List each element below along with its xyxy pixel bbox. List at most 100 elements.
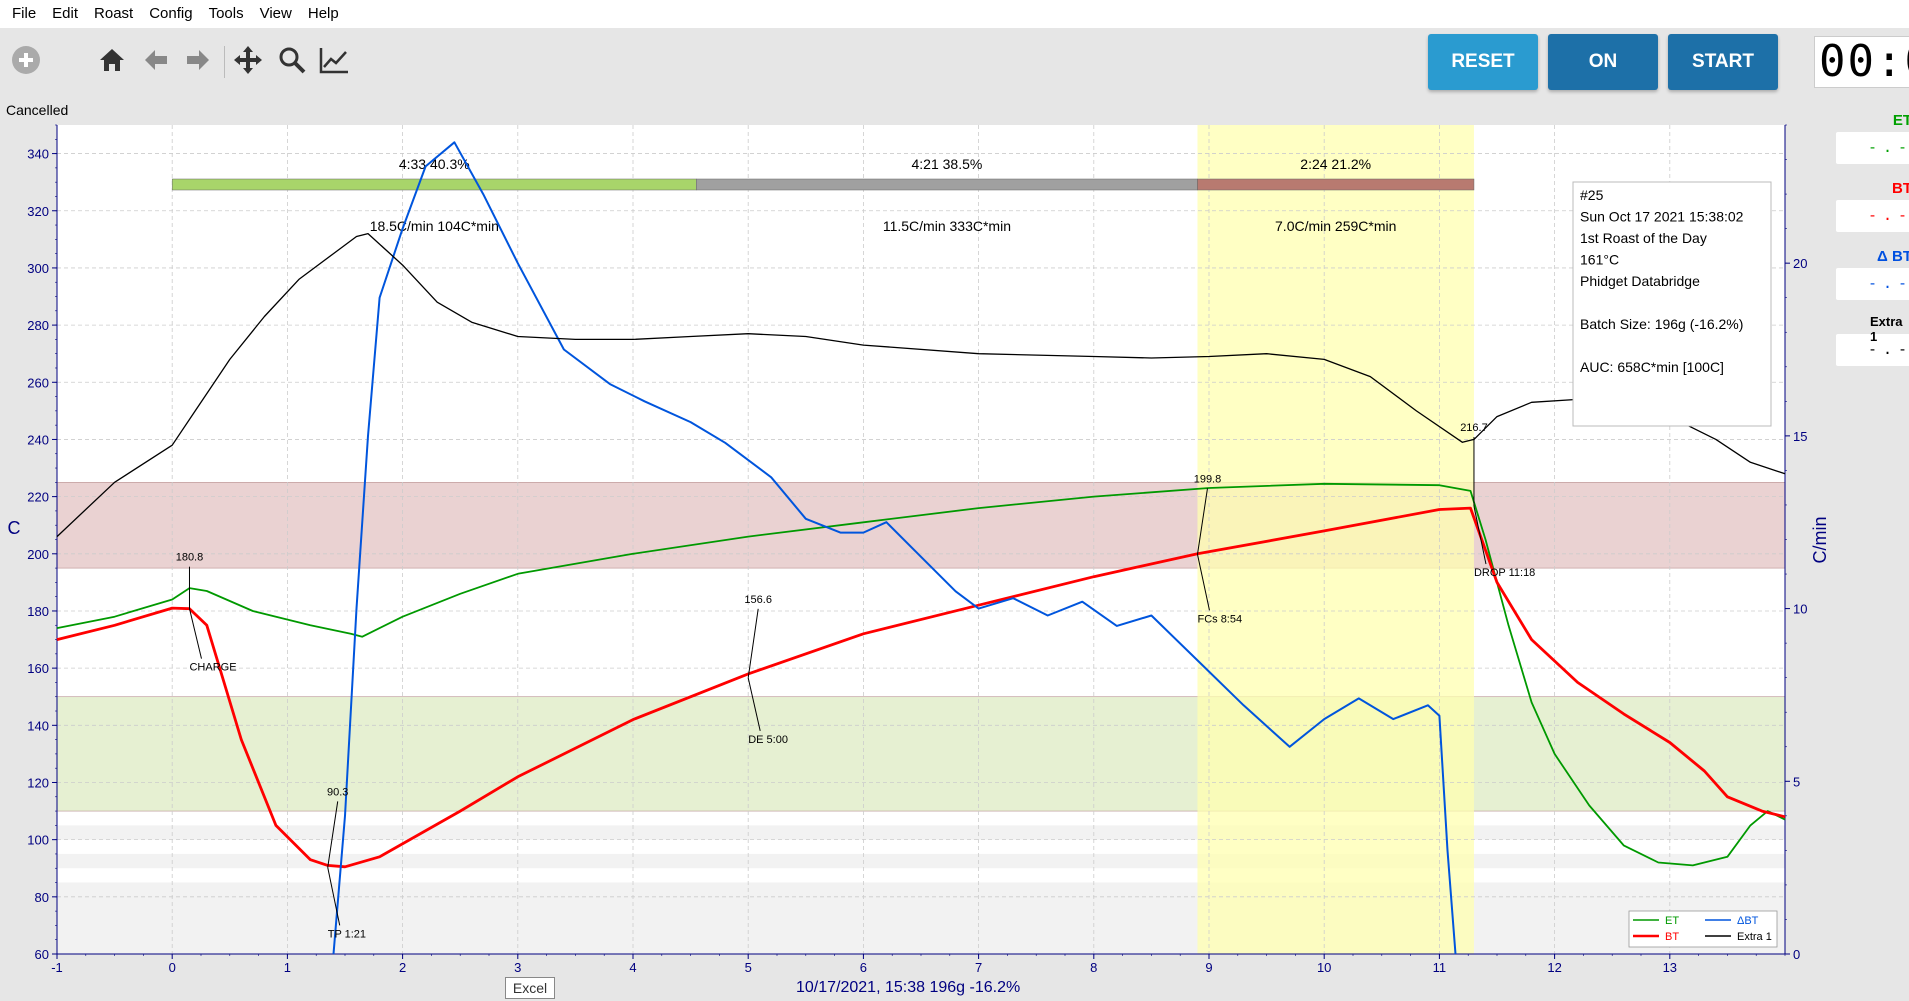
y-tick-label: 120 (27, 775, 49, 790)
pan-icon[interactable] (230, 42, 266, 78)
background-stripe (57, 825, 1785, 840)
menu-item-edit[interactable]: Edit (52, 5, 79, 22)
x-tick-label: 12 (1547, 960, 1561, 975)
roast-chart: -1 0 1 2 3 4 5 6 7 8 9 10 11 12 1360801001201401601802… (8, 124, 1830, 975)
phase-label: 4:33 40.3% (399, 156, 470, 172)
y-tick-label: 180 (27, 604, 49, 619)
info-box-line: Sun Oct 17 2021 15:38:02 (1580, 209, 1744, 225)
annotation-value: 216.7 (1460, 422, 1488, 434)
x-tick-label: 0 (169, 960, 176, 975)
phase-rate: 7.0C/min 259C*min (1275, 218, 1396, 234)
menu-item-view[interactable]: View (259, 5, 292, 22)
menu-item-file[interactable]: File (12, 5, 37, 22)
legend-label: Extra 1 (1737, 931, 1772, 943)
series-bt-line (56, 506, 1786, 869)
back-icon[interactable] (138, 42, 174, 78)
lcd-label: ET (1892, 112, 1909, 129)
annotation-value: 199.8 (1194, 473, 1222, 485)
annotation-event: DROP 11:18 (1474, 567, 1535, 579)
annotation-line (1196, 554, 1210, 611)
line-chart-icon[interactable] (316, 42, 352, 78)
phase-rate: 11.5C/min 333C*min (883, 218, 1011, 234)
phase-bar (1197, 178, 1475, 191)
y2-tick-label: 0 (1793, 947, 1800, 962)
annotation-value: 90.3 (327, 786, 348, 798)
lcd-value: -.- (1836, 334, 1909, 366)
chart-footer: 10/17/2021, 15:38 196g -16.2% (796, 979, 1021, 996)
y2-tick-label: 20 (1793, 256, 1807, 271)
x-tick-label: 4 (629, 960, 636, 975)
toolbar-separator (224, 46, 225, 78)
y-tick-label: 340 (27, 147, 49, 162)
menu-item-roast[interactable]: Roast (94, 5, 134, 22)
x-tick-label: 10 (1317, 960, 1331, 975)
y-tick-label: 60 (35, 947, 49, 962)
toolbar: RESET ON START 00:00 (0, 28, 1909, 98)
x-tick-label: 11 (1433, 960, 1447, 975)
annotation-event: DE 5:00 (748, 734, 788, 746)
annotation-event: TP 1:21 (328, 928, 366, 940)
y-tick-label: 100 (27, 833, 49, 848)
info-box-line: Batch Size: 196g (-16.2%) (1580, 316, 1743, 332)
y2-tick-label: 15 (1793, 429, 1807, 444)
legend-label: BT (1665, 931, 1679, 943)
annotation-line (327, 801, 339, 868)
info-box-line: 1st Roast of the Day (1580, 230, 1707, 246)
annotation-value: 180.8 (176, 552, 204, 564)
lcd-value: -.- (1836, 200, 1909, 232)
reset-button[interactable]: RESET (1428, 34, 1538, 90)
lcd-label: Δ BT (1877, 248, 1909, 265)
x-tick-label: -1 (51, 960, 63, 975)
phase-band (56, 696, 1786, 812)
info-box (1572, 181, 1772, 427)
lcd-bt: BT -.- (1836, 180, 1909, 232)
menu-item-tools[interactable]: Tools (208, 5, 244, 22)
x-tick-label: 8 (1090, 960, 1097, 975)
on-button[interactable]: ON (1548, 34, 1658, 90)
y-tick-label: 80 (35, 890, 49, 905)
lcd-value: -.- (1836, 132, 1909, 164)
menu-item-config[interactable]: Config (149, 5, 193, 22)
start-button[interactable]: START (1668, 34, 1778, 90)
x-tick-label: 6 (860, 960, 867, 975)
annotation-line (747, 608, 759, 678)
status-text: Cancelled (6, 102, 69, 118)
info-box-line: #25 (1580, 187, 1604, 203)
x-tick-label: 13 (1663, 960, 1677, 975)
lcd-label: Extra 1 (1870, 314, 1903, 344)
y-tick-label: 320 (27, 204, 49, 219)
lcd-et: ET -.- (1836, 112, 1909, 164)
zoom-icon[interactable] (274, 42, 310, 78)
annotation-event: CHARGE (189, 662, 236, 674)
annotation-line (1196, 488, 1208, 555)
legend-label: ΔBT (1737, 915, 1759, 927)
series-bt-line (332, 141, 1457, 955)
y2-axis-label: C/min (1810, 516, 1830, 563)
y-tick-label: 200 (27, 547, 49, 562)
annotation-value: 156.6 (744, 594, 772, 606)
info-box-line: Phidget Databridge (1580, 273, 1700, 289)
series-extra1-line (56, 232, 1786, 538)
background-stripe (57, 882, 1785, 954)
phase-bar (696, 178, 1198, 191)
lcd-value: -.- (1836, 268, 1909, 300)
menu-bar: File Edit Roast Config Tools View Help (0, 0, 1909, 28)
y-tick-label: 220 (27, 490, 49, 505)
lcd-extra1: Extra 1-.- (1836, 314, 1909, 366)
y-tick-label: 300 (27, 261, 49, 276)
forward-icon[interactable] (180, 42, 216, 78)
menu-item-help[interactable]: Help (307, 5, 339, 22)
x-tick-label: 5 (745, 960, 752, 975)
home-icon[interactable] (94, 42, 130, 78)
phase-label: 4:21 38.5% (911, 156, 982, 172)
lcd-bt: Δ BT -.- (1836, 248, 1909, 300)
y2-tick-label: 5 (1793, 774, 1800, 789)
y-tick-label: 160 (27, 661, 49, 676)
x-tick-label: 3 (514, 960, 521, 975)
annotation-event: FCs 8:54 (1197, 613, 1242, 625)
phase-label: 2:24 21.2% (1300, 156, 1371, 172)
roast-timer: 00:00 (1814, 36, 1909, 88)
phase-band (56, 482, 1786, 569)
y2-tick-label: 10 (1793, 602, 1807, 617)
add-icon[interactable] (8, 42, 44, 78)
